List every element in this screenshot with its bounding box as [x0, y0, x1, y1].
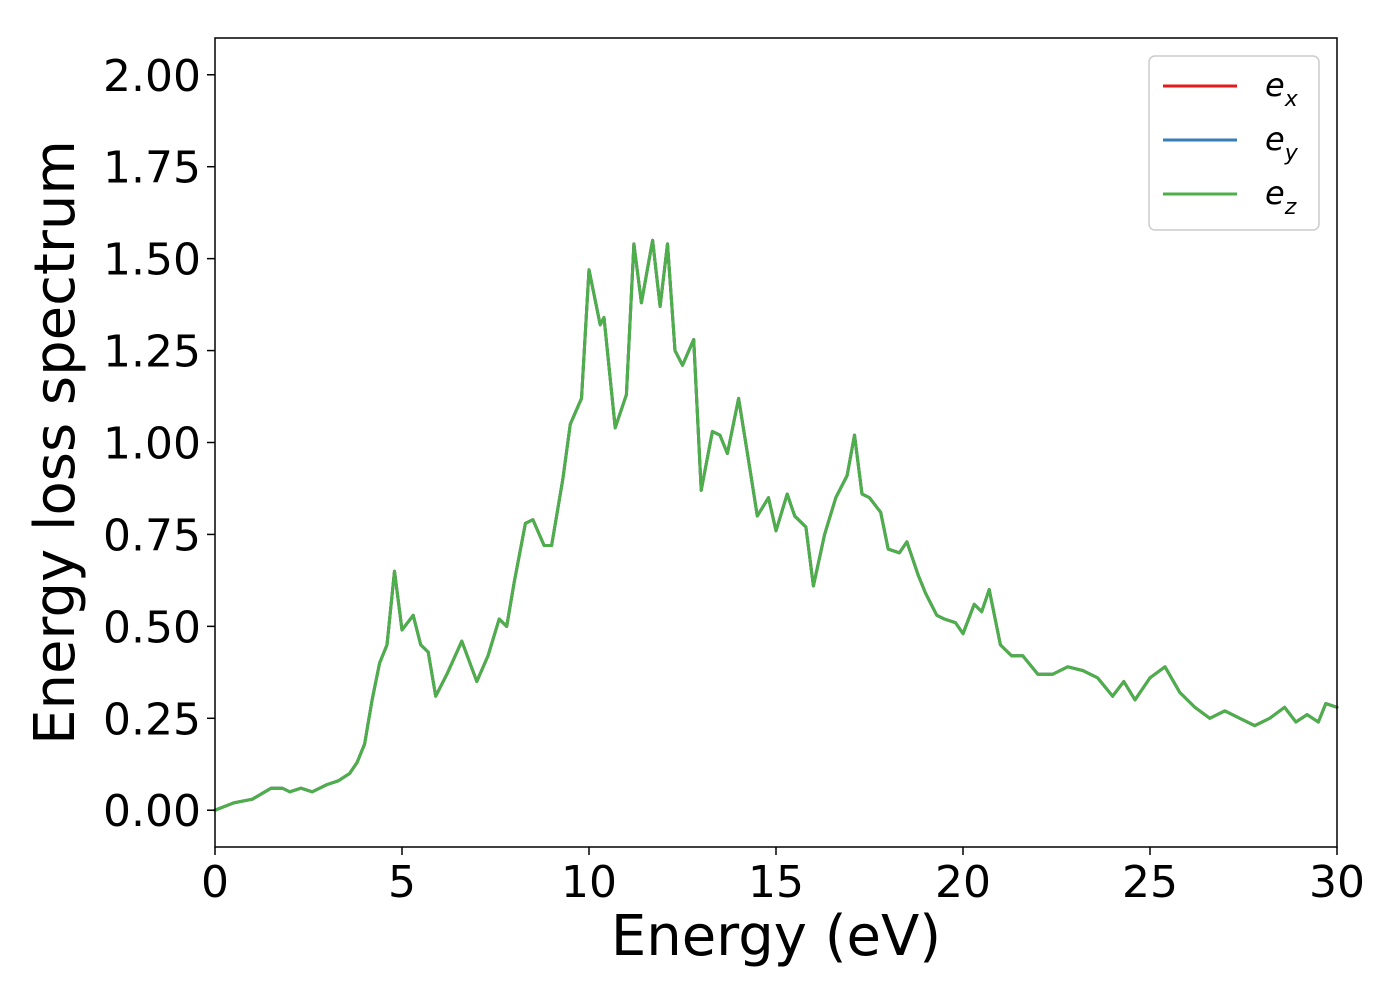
legend: ex ey ez: [1148, 55, 1320, 231]
x-tick-label: 20: [935, 857, 991, 908]
y-tick-label: 1.75: [103, 143, 201, 194]
legend-box: [1148, 55, 1320, 231]
y-tick-label: 1.25: [103, 327, 201, 378]
legend-label-e-z: ez: [1265, 174, 1297, 220]
legend-label-e-x: ex: [1265, 66, 1299, 112]
x-tick-label: 15: [748, 857, 804, 908]
x-tick-label: 30: [1309, 857, 1365, 908]
series-line-e-z: [213, 238, 1339, 812]
x-axis: 0 5 10 15 20 25 30: [201, 847, 1365, 908]
x-axis-label: Energy (eV): [611, 904, 941, 969]
series-layer: [213, 238, 1339, 812]
x-tick-label: 0: [201, 857, 229, 908]
y-axis: 0.00 0.25 0.50 0.75 1.00 1.25 1.50 1.75 2.00: [103, 51, 215, 837]
y-axis-label: Energy loss spectrum: [23, 140, 88, 745]
y-tick-label: 0.00: [103, 786, 201, 837]
y-tick-label: 0.50: [103, 602, 201, 653]
y-tick-label: 1.50: [103, 235, 201, 286]
y-tick-label: 0.25: [103, 694, 201, 745]
x-tick-label: 10: [561, 857, 617, 908]
x-tick-label: 5: [388, 857, 416, 908]
y-tick-label: 1.00: [103, 419, 201, 470]
y-tick-label: 2.00: [103, 51, 201, 102]
y-tick-label: 0.75: [103, 510, 201, 561]
legend-label-e-y: ey: [1265, 120, 1299, 166]
x-tick-label: 25: [1122, 857, 1178, 908]
